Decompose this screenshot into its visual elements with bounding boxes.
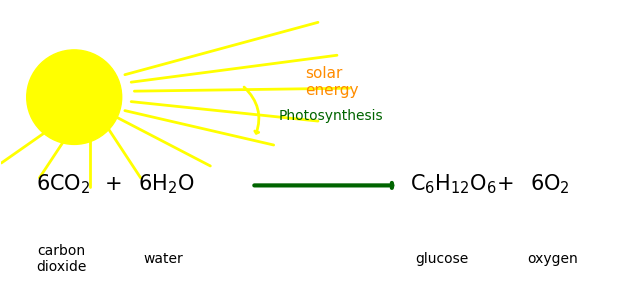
Text: $\mathregular{6H_2O}$: $\mathregular{6H_2O}$ <box>137 172 194 196</box>
Text: oxygen: oxygen <box>527 252 577 266</box>
Text: $\mathregular{6CO_2}$: $\mathregular{6CO_2}$ <box>36 172 90 196</box>
Text: glucose: glucose <box>415 252 468 266</box>
Text: carbon
dioxide: carbon dioxide <box>36 244 86 274</box>
Text: Photosynthesis: Photosynthesis <box>279 109 383 123</box>
Text: $\mathregular{+}$: $\mathregular{+}$ <box>104 174 121 194</box>
Text: $\mathregular{6O_2}$: $\mathregular{6O_2}$ <box>530 172 570 196</box>
Text: $\mathregular{C_6H_{12}O_6}$: $\mathregular{C_6H_{12}O_6}$ <box>410 172 497 196</box>
Text: water: water <box>143 252 183 266</box>
Text: $\mathregular{+}$: $\mathregular{+}$ <box>496 174 513 194</box>
Text: solar
energy: solar energy <box>305 66 359 98</box>
Ellipse shape <box>27 50 121 144</box>
